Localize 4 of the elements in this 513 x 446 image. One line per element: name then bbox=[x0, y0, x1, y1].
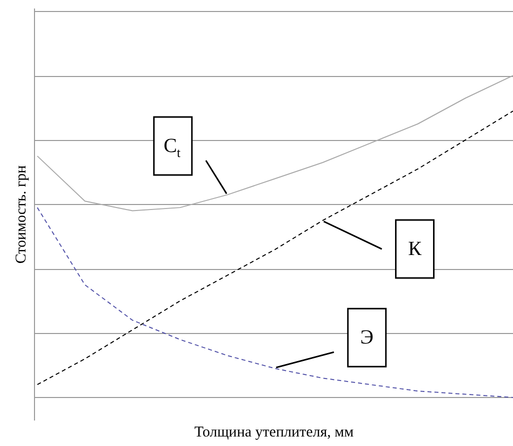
y-axis-title: Стоимость. грн bbox=[14, 165, 30, 264]
legend-label: К bbox=[408, 238, 422, 260]
series-label: Э bbox=[360, 326, 374, 349]
x-axis-title: Толщина утеплителя, мм bbox=[194, 424, 354, 440]
